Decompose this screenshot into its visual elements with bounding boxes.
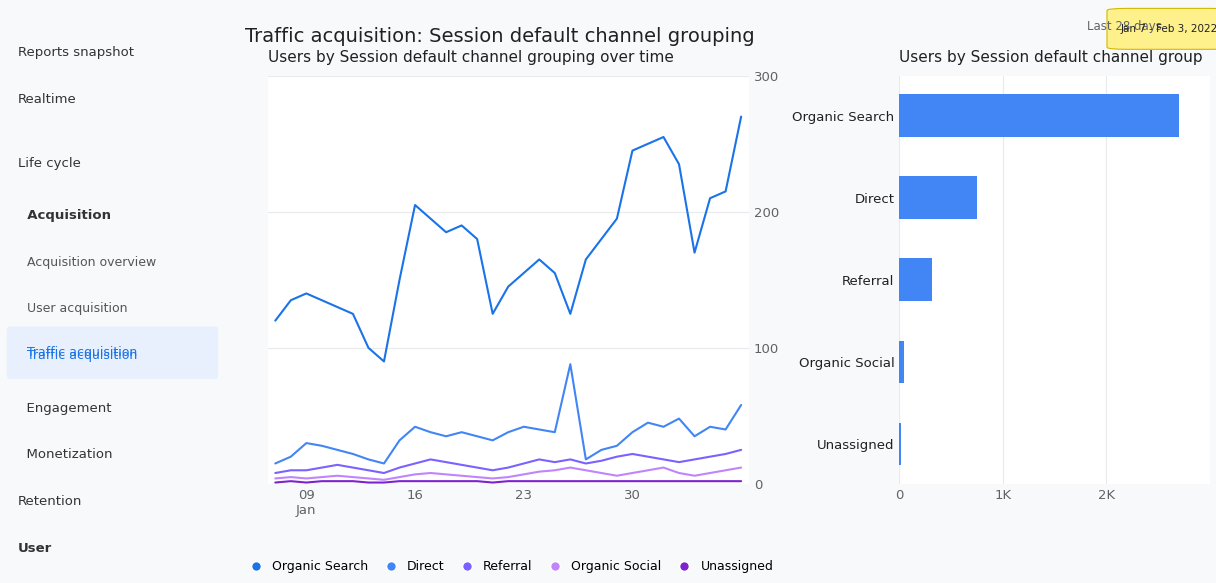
Text: Monetization: Monetization <box>18 448 113 461</box>
Text: Acquisition overview: Acquisition overview <box>27 256 156 269</box>
Text: Traffic acquisition: Traffic acquisition <box>27 349 137 362</box>
Bar <box>900 258 933 301</box>
Text: Users by Session default channel group: Users by Session default channel group <box>900 50 1203 65</box>
Bar <box>900 340 903 383</box>
Text: Reports snapshot: Reports snapshot <box>18 46 134 59</box>
Text: Life cycle: Life cycle <box>18 157 81 170</box>
Text: User acquisition: User acquisition <box>27 303 128 315</box>
Text: Realtime: Realtime <box>18 93 77 106</box>
Text: User: User <box>18 542 52 554</box>
Text: Users by Session default channel grouping over time: Users by Session default channel groupin… <box>268 50 674 65</box>
FancyBboxPatch shape <box>1107 8 1216 50</box>
Legend: Organic Search, Direct, Referral, Organic Social, Unassigned: Organic Search, Direct, Referral, Organi… <box>238 556 778 578</box>
Text: Traffic acquisition: Traffic acquisition <box>27 346 137 359</box>
FancyBboxPatch shape <box>7 326 218 379</box>
Bar <box>900 177 976 219</box>
Text: Retention: Retention <box>18 495 83 508</box>
Text: Engagement: Engagement <box>18 402 112 415</box>
Text: Last 28 days: Last 28 days <box>1087 20 1162 33</box>
Text: Acquisition: Acquisition <box>18 209 111 222</box>
Text: Jan 7 - Feb 3, 2022: Jan 7 - Feb 3, 2022 <box>1121 24 1216 34</box>
Bar <box>900 423 901 465</box>
Bar <box>900 94 1178 137</box>
Text: Traffic acquisition: Session default channel grouping: Traffic acquisition: Session default cha… <box>244 27 754 46</box>
